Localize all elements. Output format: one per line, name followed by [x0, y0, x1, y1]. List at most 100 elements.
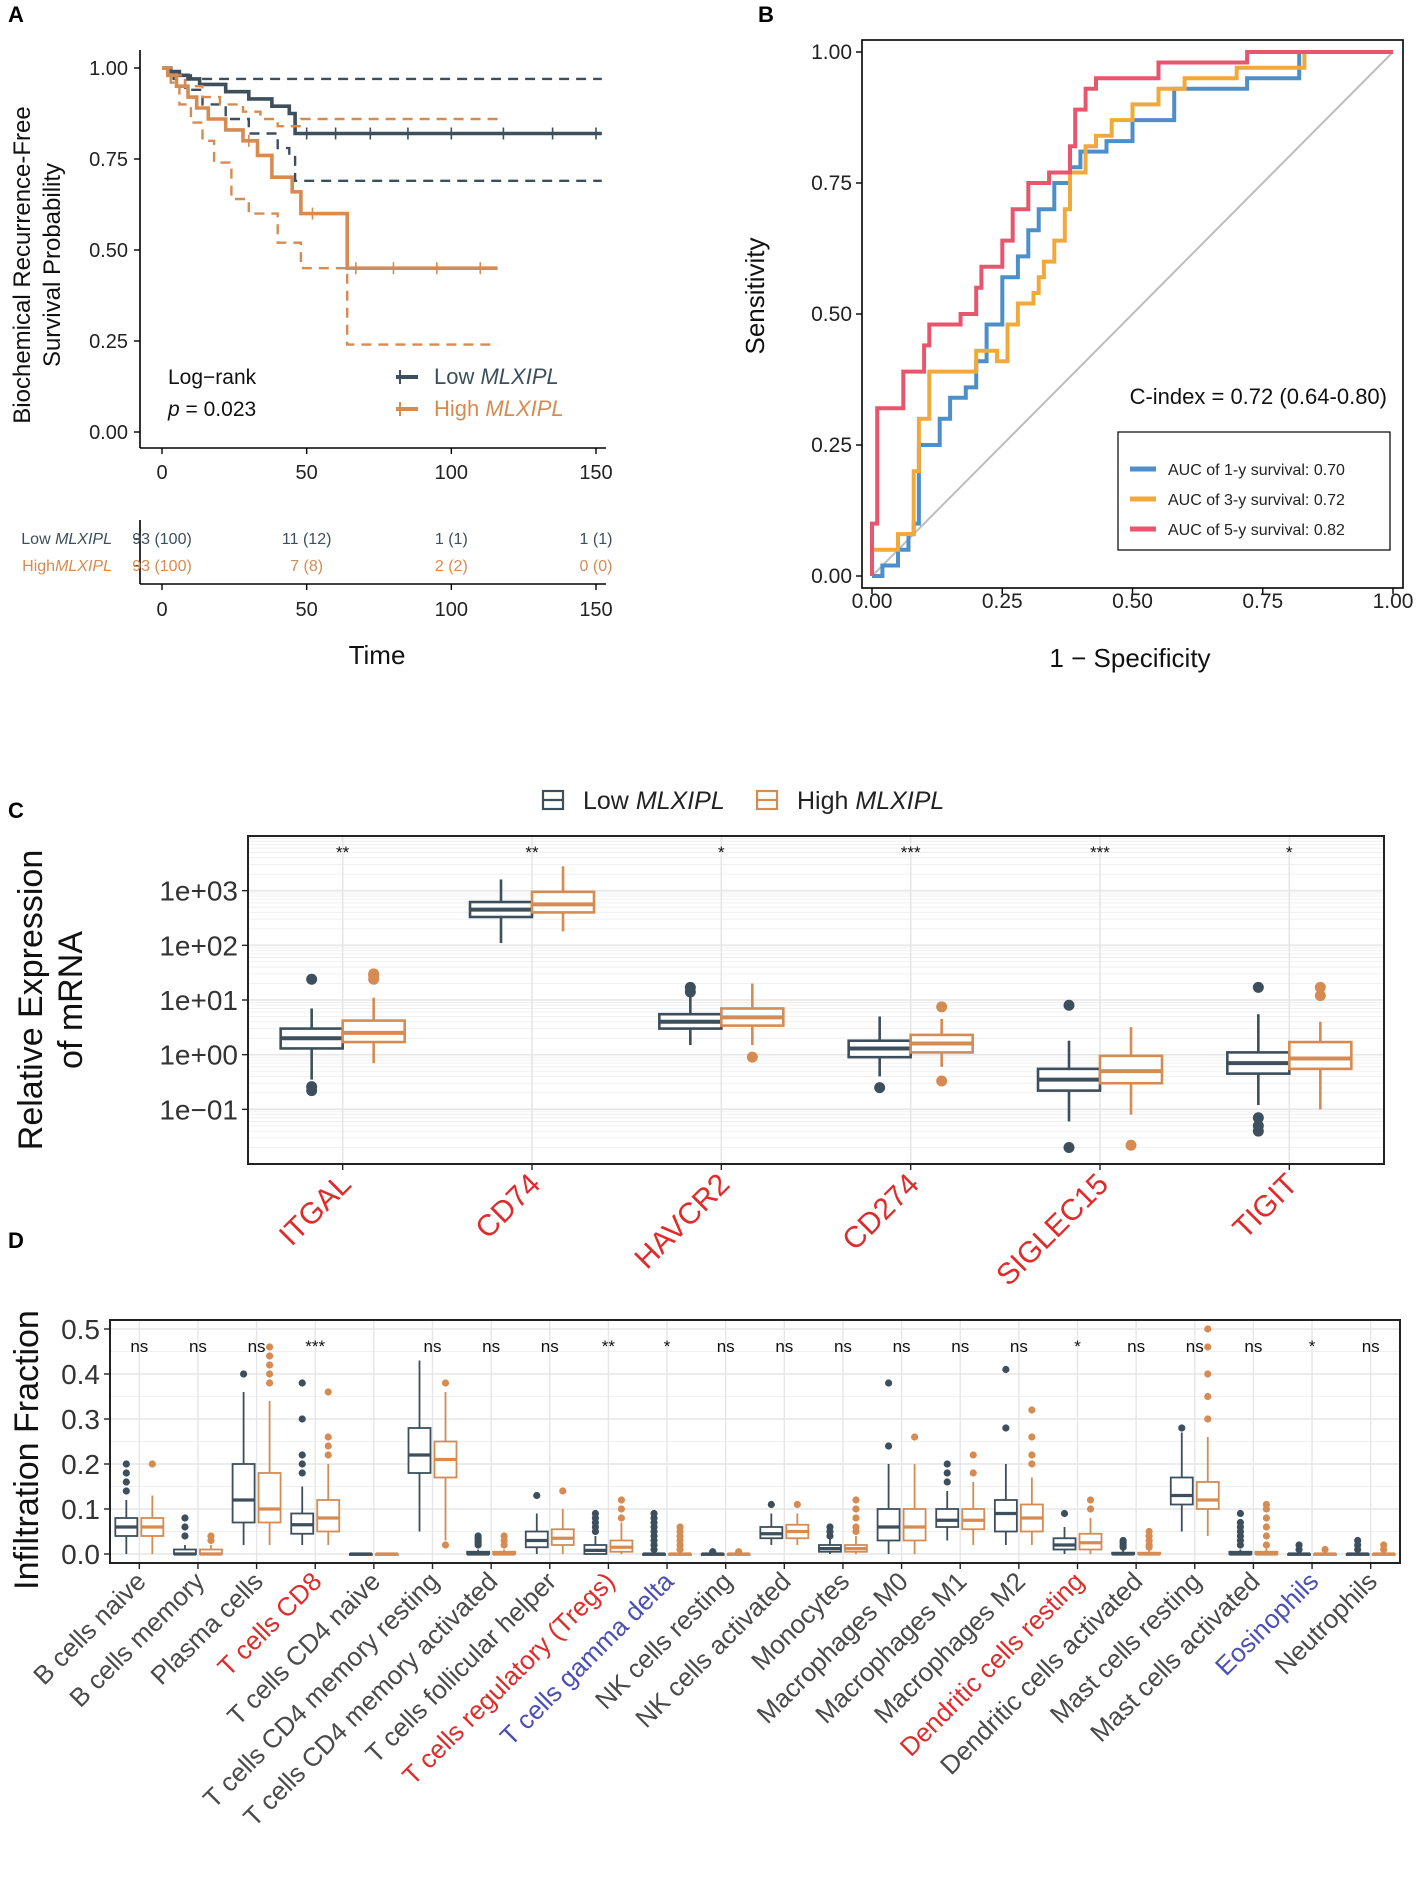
box-low-18 [1169, 1424, 1194, 1532]
risk-row-prefix: High [22, 558, 55, 575]
box-low-4 [348, 1552, 373, 1556]
km-y-tick-label: 0.25 [89, 331, 128, 353]
box-outlier [122, 1469, 130, 1477]
inf-significance: ns [130, 1337, 148, 1356]
box-high-0 [341, 968, 406, 1064]
box-high-20 [1313, 1545, 1337, 1556]
box-outlier [181, 1514, 189, 1522]
box-high-17 [1137, 1527, 1162, 1556]
km-legend-prefix: High [434, 396, 485, 421]
box-low-7 [524, 1491, 549, 1554]
box-outlier [181, 1532, 189, 1540]
box-outlier [265, 1370, 274, 1378]
risk-table-x-tick-label: 0 [156, 599, 167, 621]
risk-table-cell: 7 (8) [290, 558, 323, 575]
expr-significance: * [1286, 843, 1293, 862]
km-legend-prefix: Low [434, 364, 480, 389]
km-y-label: Biochemical Recurrence-Free Survival Prob… [9, 106, 66, 423]
km-x-tick-label: 100 [435, 462, 468, 484]
box-low-2 [658, 981, 723, 1046]
km-x-tick-label: 0 [156, 462, 167, 484]
box-outlier [1262, 1500, 1271, 1509]
expr-y-tick-label: 1e+02 [159, 930, 238, 961]
inf-significance: ns [893, 1337, 911, 1356]
inf-significance: ns [248, 1337, 266, 1356]
expr-category-label: CD274 [836, 1168, 925, 1257]
risk-table-cell: 1 (1) [435, 531, 468, 548]
roc-x-tick-label: 1.00 [1373, 590, 1414, 613]
inf-significance: ns [424, 1337, 442, 1356]
box-low-0 [279, 973, 344, 1097]
km-ci-upper-1 [162, 66, 498, 128]
box-outlier [1204, 1370, 1212, 1378]
inf-significance: ns [1362, 1337, 1380, 1356]
box-outlier [265, 1379, 274, 1387]
box-low-15 [993, 1365, 1018, 1545]
box-outlier [441, 1541, 450, 1549]
box-high-12 [844, 1496, 868, 1554]
inf-significance: ns [834, 1337, 852, 1356]
expr-y-tick-label: 1e−01 [159, 1094, 238, 1125]
km-p-value: = 0.023 [180, 398, 256, 421]
box-body [876, 1508, 901, 1542]
box-outlier [852, 1514, 860, 1522]
box-low-9 [642, 1509, 666, 1556]
box-outlier [936, 1001, 948, 1013]
box-outlier [884, 1442, 893, 1450]
box-outlier [1063, 999, 1075, 1011]
inf-significance: ns [775, 1337, 793, 1356]
roc-plot: 0.000.00 0.25 0.25 0.50 0.50 0.75 0.75 1.00 1.00… [740, 39, 1414, 673]
box-high-1 [199, 1532, 223, 1556]
box-low-2 [231, 1370, 256, 1545]
box-outlier [1086, 1505, 1095, 1513]
box-high-14 [961, 1451, 986, 1545]
roc-y-tick-label: 0.75 [811, 172, 852, 195]
box-outlier [1028, 1433, 1036, 1441]
box-outlier [1145, 1527, 1153, 1536]
box-outlier [207, 1532, 215, 1540]
km-y-tick-label: 1.00 [89, 58, 128, 80]
box-outlier [1204, 1325, 1212, 1333]
box-body [935, 1508, 960, 1528]
inf-significance: ns [1244, 1337, 1262, 1356]
box-low-13 [876, 1379, 901, 1554]
box-high-10 [726, 1548, 751, 1556]
roc-legend-label-1: AUC of 3-y survival: 0.72 [1168, 492, 1345, 509]
box-outlier [1380, 1541, 1388, 1549]
box-outlier [148, 1460, 156, 1468]
expression-boxplot: 1e−011e+001e+011e+021e+03ITGAL**CD74**HA… [12, 787, 1385, 1292]
box-body [902, 1508, 927, 1542]
box-body [407, 1427, 432, 1474]
box-outlier [1178, 1424, 1186, 1432]
box-outlier [826, 1523, 834, 1531]
inf-significance: ns [1127, 1337, 1145, 1356]
expr-significance: ** [525, 843, 539, 862]
inf-y-tick-label: 0.1 [61, 1494, 100, 1525]
box-outlier [1125, 1139, 1137, 1151]
roc-y-tick-label: 0.25 [811, 434, 852, 457]
box-low-11 [759, 1500, 784, 1545]
box-outlier [684, 981, 696, 993]
box-low-3 [290, 1379, 315, 1545]
box-high-2 [257, 1343, 282, 1545]
box-high-2 [720, 983, 785, 1063]
inf-significance: ns [482, 1337, 500, 1356]
risk-table-x-tick-label: 100 [435, 599, 468, 621]
km-y-label-line1: Biochemical Recurrence-Free [9, 106, 36, 423]
box-outlier [324, 1442, 332, 1450]
box-outlier [1295, 1541, 1303, 1549]
expr-category-label: HAVCR2 [628, 1168, 736, 1276]
box-outlier [306, 1081, 318, 1093]
box-outlier [1262, 1532, 1271, 1540]
box-outlier [122, 1487, 130, 1495]
box-low-16 [1052, 1509, 1077, 1554]
box-outlier [767, 1500, 775, 1509]
expr-y-label-line2: of mRNA [52, 931, 90, 1069]
expr-y-tick-label: 1e+01 [159, 985, 238, 1016]
inf-y-tick-label: 0.4 [61, 1359, 100, 1390]
roc-y-tick-label: 1.00 [811, 41, 852, 64]
risk-row-gene: MLXIPL [55, 558, 112, 575]
box-outlier [1354, 1536, 1362, 1545]
box-high-16 [1078, 1496, 1103, 1554]
box-outlier [1252, 1120, 1264, 1132]
